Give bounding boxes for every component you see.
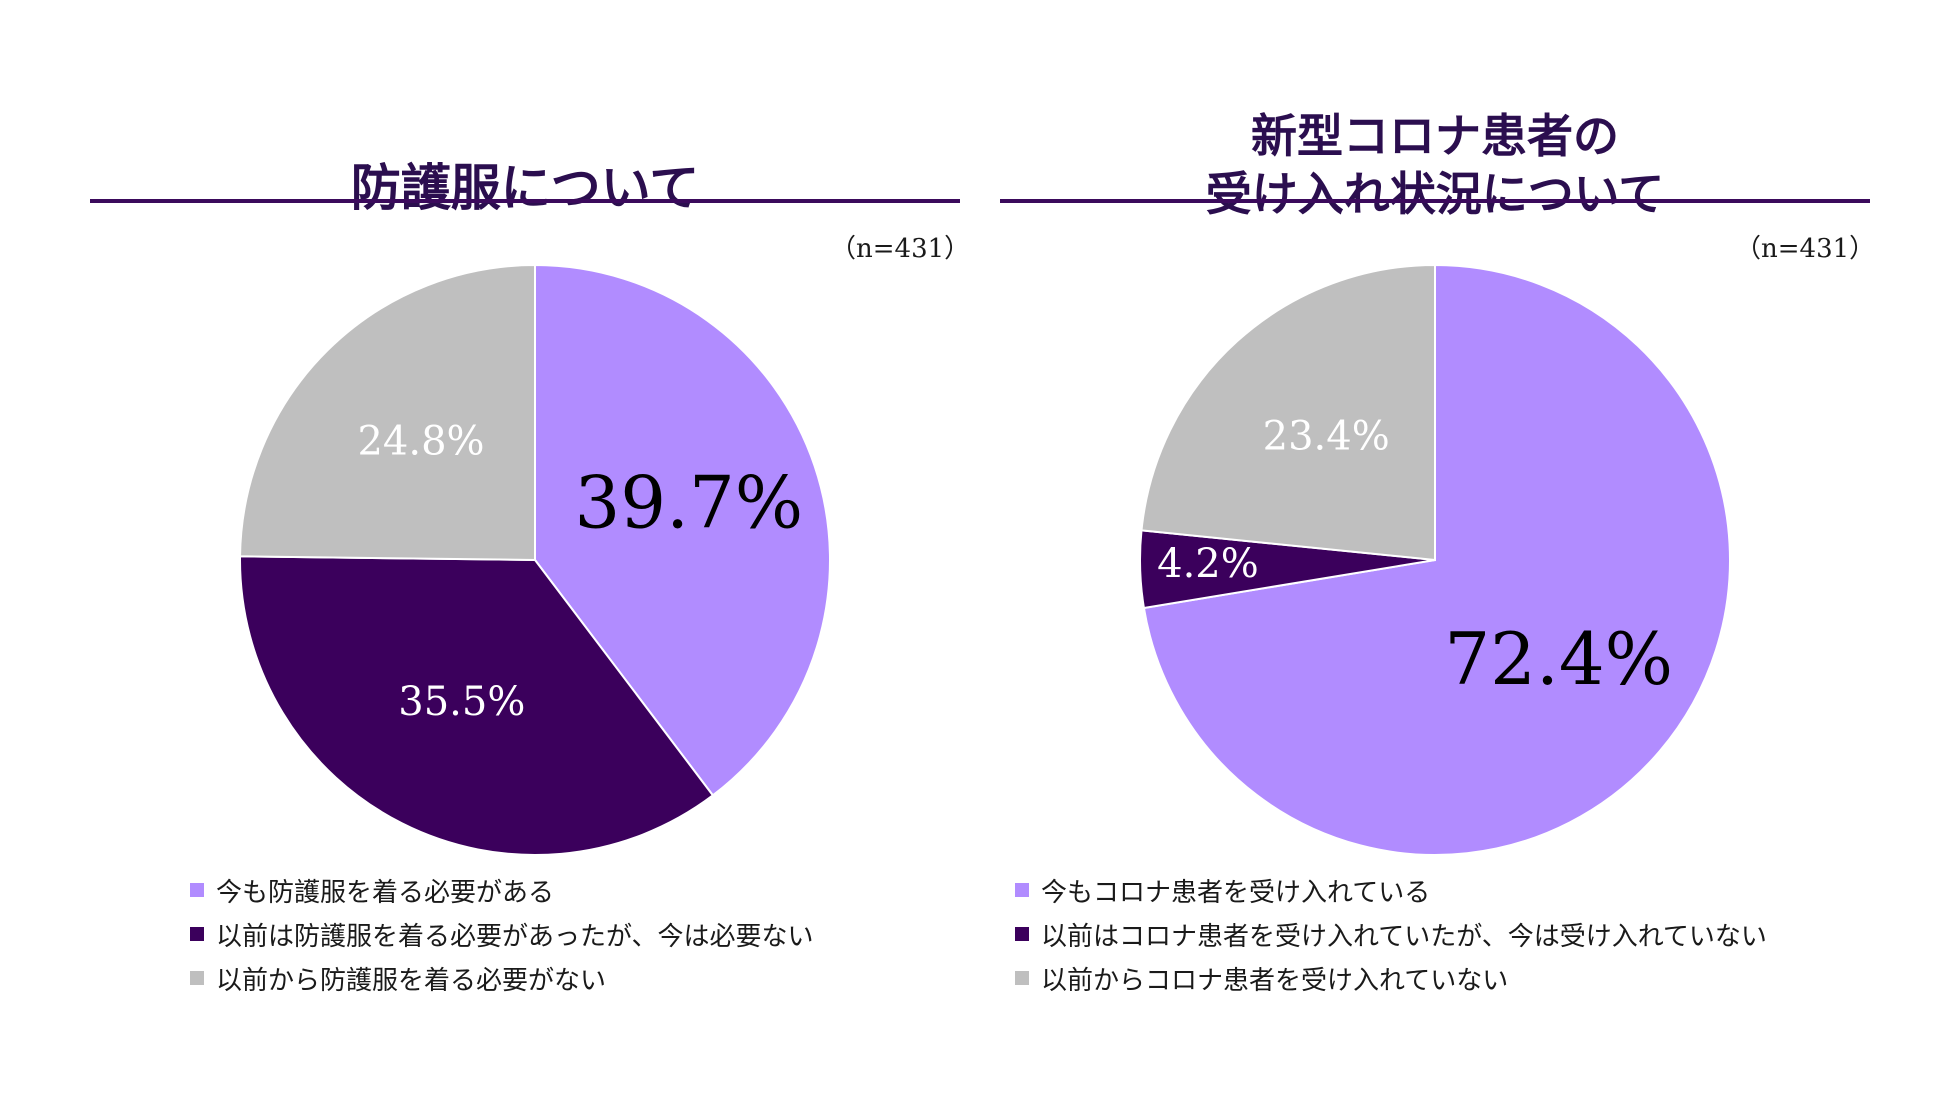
- legend-swatch-square-icon: [1015, 927, 1029, 941]
- legend-label: 今も防護服を着る必要がある: [216, 877, 555, 908]
- legend-item: 今も防護服を着る必要がある: [190, 868, 813, 912]
- legend-swatch-square-icon: [1015, 883, 1029, 897]
- pie-slice: [1142, 263, 1731, 856]
- chart-panel-protective-clothing: 防護服について （n=431） 39.7% 35.5% 24.8% 今も防護服を着る…: [90, 0, 970, 1097]
- legend-item: 以前はコロナ患者を受け入れていたが、今は受け入れていない: [1015, 912, 1767, 956]
- legend-swatch-square-icon: [190, 927, 204, 941]
- legend-item: 以前から防護服を着る必要がない: [190, 956, 813, 1000]
- chart-panel-patient-acceptance: 新型コロナ患者の 受け入れ状況について （n=431） 72.4% 4.2% 23.…: [1000, 0, 1875, 1097]
- legend-item: 今もコロナ患者を受け入れている: [1015, 868, 1767, 912]
- slice-value-label: 39.7%: [574, 460, 803, 544]
- legend-swatch-square-icon: [190, 971, 204, 985]
- slice-value-label: 72.4%: [1444, 617, 1673, 701]
- legend-item: 以前は防護服を着る必要があったが、今は必要ない: [190, 912, 813, 956]
- pie-slice: [534, 263, 831, 797]
- pie-slice: [239, 555, 715, 856]
- legend-label: 以前から防護服を着る必要がない: [216, 965, 607, 996]
- slice-value-label: 24.8%: [357, 419, 484, 465]
- chart-legend: 今もコロナ患者を受け入れている 以前はコロナ患者を受け入れていたが、今は受け入れ…: [1015, 868, 1767, 1000]
- legend-item: 以前からコロナ患者を受け入れていない: [1015, 956, 1767, 1000]
- sample-size-label: （n=431）: [830, 234, 971, 264]
- title-divider: [1000, 199, 1870, 203]
- pie-chart: 72.4% 4.2% 23.4%: [1139, 263, 1731, 856]
- slice-value-label: 4.2%: [1157, 541, 1259, 587]
- sample-size-label: （n=431）: [1735, 234, 1876, 264]
- slice-value-label: 23.4%: [1263, 414, 1390, 460]
- legend-label: 以前は防護服を着る必要があったが、今は必要ない: [216, 921, 814, 952]
- pie-slice: [1140, 263, 1436, 562]
- chart-title: 新型コロナ患者の 受け入れ状況について: [1205, 109, 1665, 221]
- legend-label: 以前はコロナ患者を受け入れていたが、今は受け入れていない: [1041, 921, 1767, 952]
- slice-value-label: 35.5%: [398, 679, 525, 725]
- legend-swatch-square-icon: [190, 883, 204, 897]
- legend-label: 以前からコロナ患者を受け入れていない: [1041, 965, 1509, 996]
- chart-title: 防護服について: [350, 157, 700, 217]
- legend-label: 今もコロナ患者を受け入れている: [1041, 877, 1431, 908]
- chart-legend: 今も防護服を着る必要がある 以前は防護服を着る必要があったが、今は必要ない 以前…: [190, 868, 813, 1000]
- pie-chart: 39.7% 35.5% 24.8%: [239, 263, 831, 856]
- pie-slice: [239, 263, 536, 562]
- legend-swatch-square-icon: [1015, 971, 1029, 985]
- title-divider: [90, 199, 960, 203]
